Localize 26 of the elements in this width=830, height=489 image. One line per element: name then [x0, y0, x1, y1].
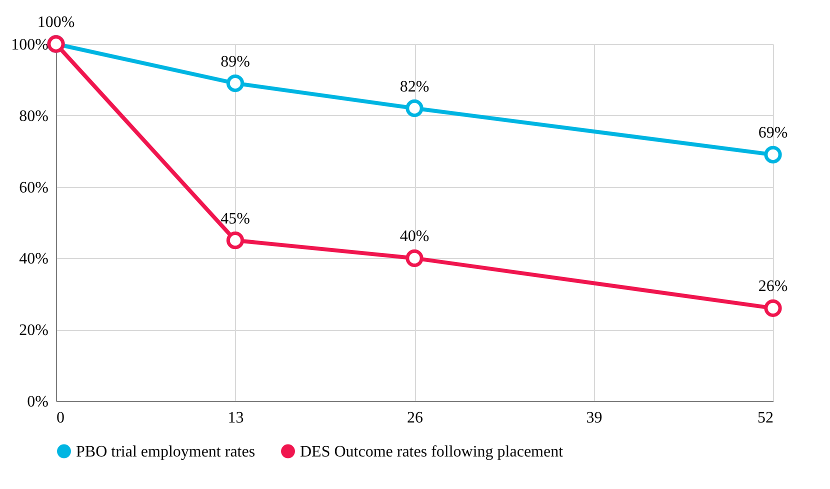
point	[226, 74, 244, 92]
point	[764, 299, 782, 317]
x-tick-label: 39	[586, 410, 602, 426]
data-label: 82%	[400, 78, 430, 96]
data-label: 89%	[220, 53, 250, 70]
data-label: 26%	[758, 278, 788, 296]
y-tick-label: 100%	[11, 36, 48, 54]
data-label: 100%	[37, 14, 75, 31]
x-tick-label: 26	[407, 410, 423, 426]
point	[406, 249, 424, 268]
y-tick-label: 0%	[27, 394, 48, 410]
y-tick-label: 80%	[19, 108, 48, 125]
x-tick-label: 52	[758, 410, 774, 426]
x-tick-label: 0	[56, 410, 64, 426]
legend-label: DES Outcome rates following placement	[300, 443, 564, 460]
y-tick-label: 40%	[19, 250, 48, 268]
data-label: 40%	[400, 228, 430, 246]
legend-label: PBO trial employment rates	[76, 443, 256, 460]
x-tick-label: 13	[228, 410, 244, 426]
point	[406, 99, 424, 118]
point	[226, 232, 244, 250]
y-tick-label: 20%	[19, 322, 48, 340]
point	[764, 146, 782, 164]
data-label: 69%	[758, 124, 788, 142]
y-tick-label: 60%	[19, 179, 48, 196]
data-label: 45%	[220, 210, 250, 228]
